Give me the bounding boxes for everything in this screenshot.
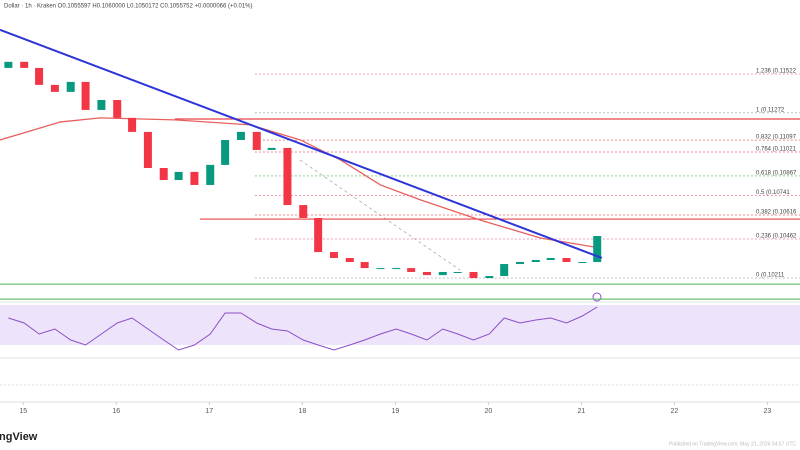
candle: [113, 99, 122, 118]
candle: [500, 264, 509, 277]
candle: [206, 164, 215, 185]
fib-label: 0 (0.10211: [756, 273, 785, 279]
x-tick-label: 16: [112, 408, 120, 415]
candle: [531, 259, 540, 263]
x-tick-label: 18: [298, 408, 306, 415]
fib-label: 1.236 (0.11522: [756, 69, 797, 75]
candle: [20, 61, 29, 68]
event-icon: [592, 292, 602, 302]
candle: [190, 171, 199, 185]
candle: [376, 268, 385, 270]
x-tick-label: 22: [671, 408, 679, 415]
candle: [360, 262, 369, 269]
rsi-band: [0, 305, 800, 345]
candle: [299, 205, 308, 218]
fib-label: 0.5 (0.10741: [756, 190, 790, 196]
fib-label: 1 (0.11272: [756, 107, 785, 113]
candle: [485, 276, 494, 279]
candle: [66, 81, 75, 92]
candle: [236, 131, 245, 140]
candle: [50, 84, 59, 92]
candle: [81, 81, 90, 110]
fib-label: 0.618 (0.10867: [756, 171, 797, 177]
candle: [516, 262, 524, 265]
trendline: [0, 28, 603, 259]
candle: [392, 268, 401, 270]
candle: [593, 236, 602, 263]
candle: [578, 262, 587, 264]
candle: [174, 171, 183, 180]
fib-label: 0.832 (0.11097: [756, 135, 797, 141]
candle: [345, 257, 354, 263]
fib-label: 0.764 (0.11021: [756, 147, 797, 153]
moving-average: [0, 117, 601, 249]
candle: [97, 99, 106, 110]
candle: [4, 61, 13, 68]
candle: [562, 257, 571, 263]
candle: [438, 271, 447, 276]
x-tick-label: 15: [19, 408, 27, 415]
candle: [159, 167, 168, 180]
candle: [35, 67, 44, 85]
x-tick-label: 21: [577, 408, 585, 415]
logo: ingView: [0, 431, 38, 443]
x-tick-label: 19: [391, 408, 399, 415]
candle: [252, 131, 261, 150]
fib-label: 0.236 (0.10462: [756, 234, 797, 240]
candle: [221, 139, 230, 165]
published: Published on TradingView.com, May 21, 20…: [669, 441, 796, 447]
candle: [469, 271, 478, 279]
x-tick-label: 23: [764, 408, 772, 415]
candle: [407, 268, 416, 272]
candle: [283, 147, 292, 206]
x-tick-label: 17: [205, 408, 213, 415]
x-tick-label: 20: [484, 408, 492, 415]
fib-label: 0.382 (0.10616: [756, 210, 797, 216]
candle: [143, 131, 152, 168]
candle: [546, 257, 555, 260]
candle: [453, 271, 462, 273]
candle: [267, 147, 276, 150]
candle: [314, 217, 323, 253]
candle: [422, 271, 431, 276]
candle: [329, 252, 338, 258]
rsi-line: [8, 306, 598, 351]
candle: [128, 117, 137, 132]
header: Dollar · 1h · Kraken O0.1055597 H0.10600…: [4, 4, 253, 10]
